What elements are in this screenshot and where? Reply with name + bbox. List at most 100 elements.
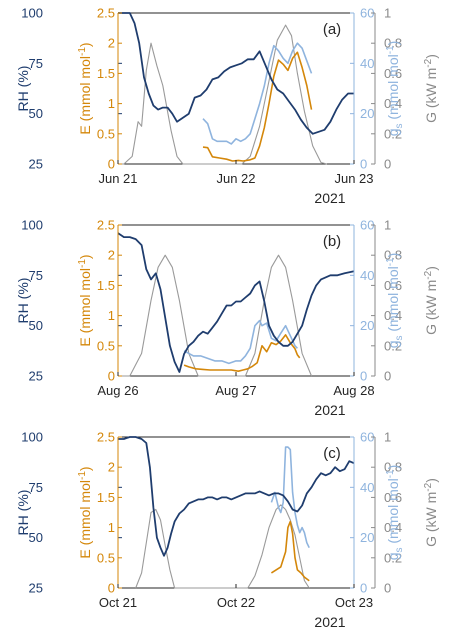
x-tick-label: Jun 23 <box>334 171 373 186</box>
tick-label-g: 0.8 <box>384 36 402 51</box>
x-tick-label: Oct 21 <box>99 595 137 610</box>
tick-label-e: 1.5 <box>97 278 115 293</box>
tick-label-rh: 100 <box>21 6 43 21</box>
tick-label-gs: 40 <box>360 56 374 71</box>
panel-2: 25 50 75 100 0 0.5 1 1.5 2 2.5 0 20 40 60 0 0.2 0.4 0.6 0.… <box>15 430 439 631</box>
tick-label-gs: 0 <box>360 369 367 384</box>
year-label: 2021 <box>314 614 345 630</box>
tick-label-e: 1.5 <box>97 490 115 505</box>
series-g-line <box>135 504 310 589</box>
tick-label-e: 2 <box>108 248 115 263</box>
rh-axis-title: RH (%) <box>15 278 31 324</box>
tick-label-g: 0 <box>384 157 391 172</box>
tick-label-g: 0.6 <box>384 278 402 293</box>
tick-label-rh: 75 <box>29 268 43 283</box>
tick-label-e: 1 <box>108 96 115 111</box>
tick-label-gs: 0 <box>360 157 367 172</box>
year-label: 2021 <box>314 190 345 206</box>
tick-label-gs: 40 <box>360 480 374 495</box>
series-gs-line <box>183 319 298 365</box>
tick-label-g: 0.2 <box>384 550 402 565</box>
tick-label-rh: 25 <box>29 581 43 596</box>
tick-label-gs: 60 <box>360 218 374 233</box>
x-tick-label: Jun 22 <box>216 171 255 186</box>
tick-label-rh: 75 <box>29 56 43 71</box>
tick-label-e: 2.5 <box>97 218 115 233</box>
tick-label-g: 0.2 <box>384 338 402 353</box>
series-rh-line <box>118 12 354 135</box>
tick-label-gs: 0 <box>360 581 367 596</box>
g-axis-title: G (kW m-2) <box>423 54 439 123</box>
x-tick-label: Jun 21 <box>98 171 137 186</box>
tick-label-g: 0.2 <box>384 126 402 141</box>
e-axis-title: E (mmol mol-1) <box>77 42 93 134</box>
g-axis-title: G (kW m-2) <box>423 478 439 547</box>
tick-label-e: 2 <box>108 36 115 51</box>
x-tick-label: Aug 27 <box>215 383 256 398</box>
x-tick-label: Aug 26 <box>97 383 138 398</box>
tick-label-g: 0 <box>384 581 391 596</box>
tick-label-rh: 50 <box>29 530 43 545</box>
series-gs-line <box>270 446 310 549</box>
tick-label-rh: 75 <box>29 480 43 495</box>
tick-label-g: 0 <box>384 369 391 384</box>
tick-label-e: 2.5 <box>97 430 115 445</box>
tick-label-g: 0.8 <box>384 460 402 475</box>
tick-label-e: 1.5 <box>97 66 115 81</box>
tick-label-e: 0 <box>108 157 115 172</box>
year-label: 2021 <box>314 402 345 418</box>
tick-label-g: 1 <box>384 430 391 445</box>
tick-label-rh: 100 <box>21 218 43 233</box>
tick-label-rh: 50 <box>29 106 43 121</box>
series-g-line <box>118 254 313 377</box>
tick-label-e: 0.5 <box>97 126 115 141</box>
panel-0: 25 50 75 100 0 0.5 1 1.5 2 2.5 0 20 40 60 0 0.2 0.4 0.6 0.… <box>15 6 439 207</box>
tick-label-gs: 20 <box>360 530 374 545</box>
tick-label-g: 0.4 <box>384 520 402 535</box>
tick-label-g: 0.6 <box>384 66 402 81</box>
panel-label: (b) <box>323 233 341 250</box>
series-rh-line <box>118 436 355 557</box>
panel-label: (a) <box>323 21 341 38</box>
e-axis-title: E (mmol mol-1) <box>77 466 93 558</box>
gs-axis-title: gs (mmol mol-1) <box>385 253 405 349</box>
x-tick-label: Oct 22 <box>217 595 255 610</box>
tick-label-e: 0.5 <box>97 338 115 353</box>
e-axis-title: E (mmol mol-1) <box>77 254 93 346</box>
gs-axis-title: gs (mmol mol-1) <box>385 41 405 137</box>
tick-label-rh: 50 <box>29 318 43 333</box>
tick-label-gs: 60 <box>360 430 374 445</box>
tick-label-rh: 100 <box>21 430 43 445</box>
x-tick-label: Aug 28 <box>333 383 374 398</box>
tick-label-e: 0 <box>108 581 115 596</box>
series-gs-line <box>202 42 313 145</box>
tick-label-g: 1 <box>384 218 391 233</box>
tick-label-g: 0.8 <box>384 248 402 263</box>
tick-label-e: 2.5 <box>97 6 115 21</box>
series-e-line <box>202 51 313 162</box>
tick-label-gs: 20 <box>360 106 374 121</box>
rh-axis-title: RH (%) <box>15 490 31 536</box>
rh-axis-title: RH (%) <box>15 66 31 112</box>
x-tick-label: Oct 23 <box>335 595 373 610</box>
tick-label-g: 0.4 <box>384 308 402 323</box>
series-e-line <box>183 334 301 372</box>
tick-label-gs: 40 <box>360 268 374 283</box>
tick-label-e: 0 <box>108 369 115 384</box>
tick-label-g: 1 <box>384 6 391 21</box>
series-rh-line <box>117 232 355 373</box>
tick-label-gs: 60 <box>360 6 374 21</box>
tick-label-e: 0.5 <box>97 550 115 565</box>
tick-label-rh: 25 <box>29 157 43 172</box>
gs-axis-title: gs (mmol mol-1) <box>385 465 405 561</box>
tick-label-gs: 20 <box>360 318 374 333</box>
tick-label-e: 1 <box>108 520 115 535</box>
tick-label-g: 0.6 <box>384 490 402 505</box>
tick-label-e: 2 <box>108 460 115 475</box>
series-e-line <box>270 520 310 582</box>
tick-label-e: 1 <box>108 308 115 323</box>
g-axis-title: G (kW m-2) <box>423 266 439 335</box>
panel-label: (c) <box>323 445 341 462</box>
panel-1: 25 50 75 100 0 0.5 1 1.5 2 2.5 0 20 40 60 0 0.2 0.4 0.6 0.… <box>15 218 439 419</box>
